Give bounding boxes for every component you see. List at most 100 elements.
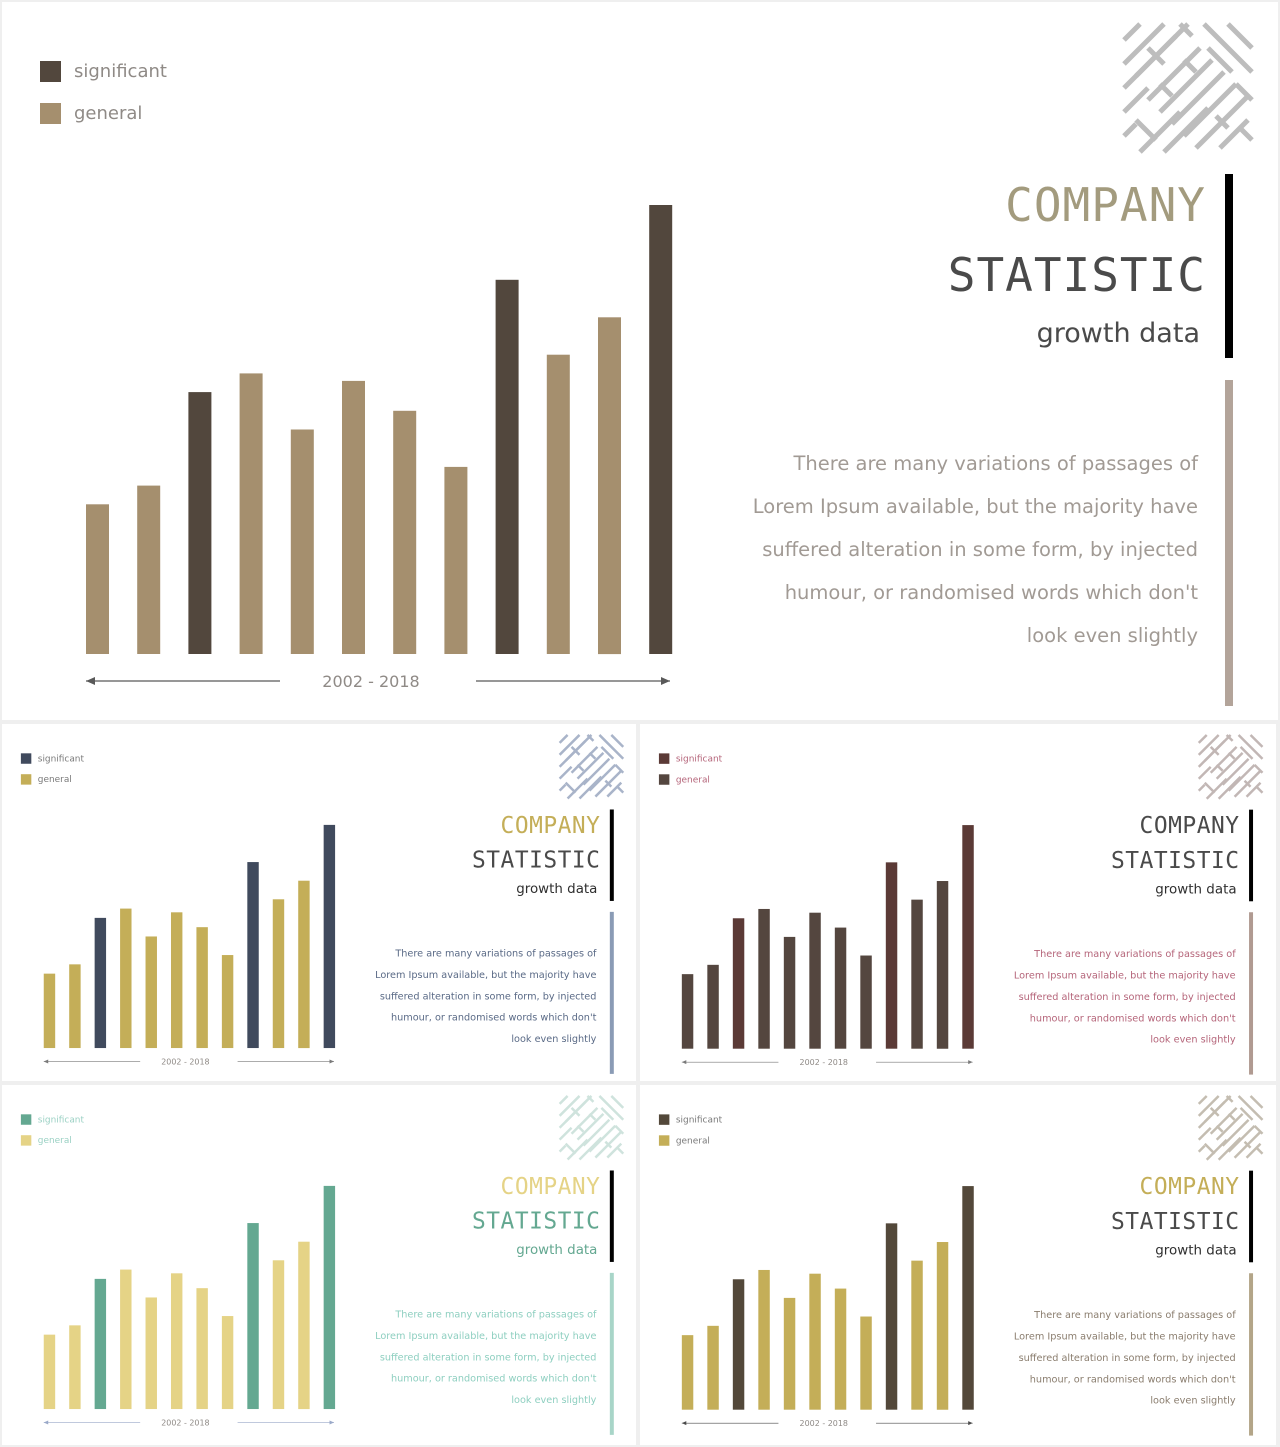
pattern-stroke (576, 763, 585, 772)
title-statistic: STATISTIC (472, 1207, 601, 1235)
arrow-left-icon (86, 677, 95, 685)
slide-content: significant general 2002 - 2018 COMPANY … (2, 1085, 636, 1442)
bar-chart: 2002 - 2018 (43, 1185, 336, 1427)
body-paragraph: There are many variations of passages of… (368, 1304, 597, 1411)
pattern-stroke (1205, 1138, 1228, 1161)
body-accent-bar (1225, 380, 1233, 706)
legend-label-general: general (675, 1135, 710, 1146)
arrow-left-icon (681, 1421, 687, 1426)
body-line: There are many variations of passages of (1034, 948, 1236, 960)
pattern-stroke (564, 1142, 577, 1155)
legend-swatch-significant (20, 1114, 32, 1125)
range-label: 2002 - 2018 (161, 1057, 209, 1066)
pattern-stroke (1182, 58, 1198, 74)
title-accent-bar (1225, 174, 1233, 358)
pattern-stroke (558, 734, 569, 744)
pattern-stroke (558, 1126, 573, 1141)
pattern-stroke (1197, 734, 1220, 756)
pattern-stroke (1134, 118, 1158, 142)
pattern-stroke (1226, 22, 1254, 50)
arrow-left-icon (43, 1059, 49, 1064)
pattern-stroke (1203, 1142, 1216, 1155)
pattern-stroke (1122, 22, 1142, 42)
bar-general (809, 1273, 821, 1410)
bar-general (860, 1316, 872, 1410)
pattern-stroke (558, 734, 581, 756)
pattern-stroke (578, 775, 603, 800)
subtitle: growth data (1036, 318, 1200, 349)
pattern-stroke (558, 765, 573, 780)
pattern-stroke (610, 734, 625, 748)
range-label: 2002 - 2018 (800, 1058, 848, 1067)
title-statistic: STATISTIC (947, 248, 1206, 302)
bar-significant (94, 917, 107, 1049)
title-company: COMPANY (500, 1172, 601, 1200)
pattern-stroke (1217, 775, 1242, 800)
legend-swatch-significant (658, 1114, 670, 1125)
pattern-stroke (1209, 1107, 1220, 1117)
pattern-stroke (582, 757, 611, 786)
pattern-stroke (588, 1124, 617, 1153)
pattern-stroke (1205, 777, 1228, 800)
title-statistic: STATISTIC (472, 846, 601, 874)
pattern-stroke (588, 1112, 597, 1121)
legend-label-significant: significant (37, 753, 84, 764)
body-line: humour, or randomised words which don't (390, 1011, 597, 1024)
legend-label-general: general (675, 774, 710, 785)
bar-significant (323, 824, 336, 1049)
slide-content: significant general 2002 - 2018 COMPANY … (640, 724, 1275, 1081)
pattern-stroke (1209, 746, 1238, 774)
bar-general (196, 927, 208, 1049)
title-company: COMPANY (500, 811, 601, 839)
bar-significant (495, 279, 519, 654)
pattern-stroke (1255, 785, 1264, 794)
body-line: suffered alteration in some form, by inj… (762, 538, 1198, 561)
bar-general (342, 380, 365, 654)
pattern-stroke (604, 779, 613, 788)
pattern-stroke (1215, 763, 1224, 772)
pattern-stroke (1221, 757, 1250, 786)
pattern-stroke (1253, 763, 1264, 774)
pattern-stroke (1146, 46, 1166, 66)
legend-general: general (658, 1135, 710, 1146)
arrow-right-icon (661, 677, 670, 685)
bar-general (598, 317, 621, 655)
pattern-stroke (1215, 752, 1244, 780)
range-label: 2002 - 2018 (161, 1418, 209, 1427)
pattern-stroke (1206, 46, 1234, 74)
bar-general (221, 955, 234, 1049)
pattern-stroke (1227, 1124, 1256, 1153)
bar-general (546, 354, 570, 654)
pattern-stroke (1239, 1107, 1254, 1121)
bar-general (681, 974, 694, 1049)
bar-general (911, 899, 923, 1049)
pattern-stroke (570, 1106, 581, 1117)
arrow-left-icon (681, 1060, 687, 1065)
bar-chart: 2002 - 2018 (681, 1186, 974, 1428)
bar-significant (885, 1223, 898, 1410)
maze-pattern-icon (558, 734, 625, 800)
pattern-stroke (588, 763, 617, 792)
bar-general (758, 908, 770, 1049)
pattern-stroke (1122, 122, 1138, 138)
pattern-stroke (1243, 1140, 1252, 1149)
bar-significant (188, 392, 212, 654)
body-line: Lorem Ipsum available, but the majority … (375, 969, 597, 981)
pattern-stroke (1239, 746, 1254, 760)
title-accent-bar (1249, 1170, 1254, 1263)
body-line: look even slightly (1150, 1394, 1236, 1407)
title-statistic: STATISTIC (1110, 846, 1240, 874)
bar-significant (649, 205, 673, 654)
bar-general (221, 1316, 234, 1410)
bar-significant (732, 918, 745, 1049)
bar-general (681, 1335, 694, 1410)
body-line: humour, or randomised words which don't (390, 1372, 597, 1385)
pattern-stroke (566, 777, 589, 800)
subtitle: growth data (1155, 881, 1237, 897)
pattern-stroke (1215, 1113, 1244, 1141)
bar-general (196, 1288, 208, 1410)
pattern-stroke (566, 1138, 589, 1161)
bar-general (170, 912, 183, 1049)
bar-general (298, 880, 310, 1049)
pattern-stroke (1138, 110, 1182, 154)
